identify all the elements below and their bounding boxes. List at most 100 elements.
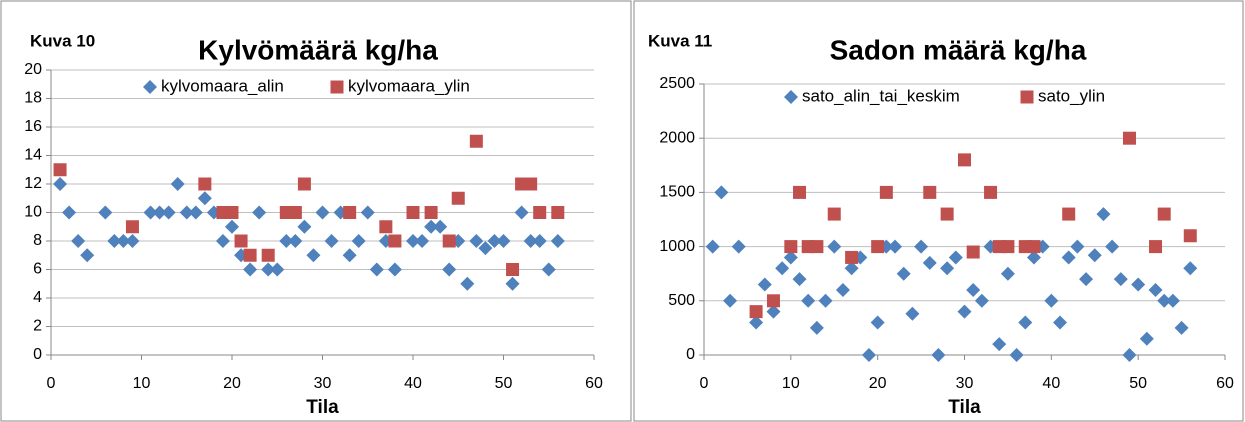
square-marker (234, 234, 248, 248)
diamond-marker (835, 282, 850, 297)
diamond-marker (53, 177, 68, 191)
square-marker (766, 294, 780, 308)
square-marker (940, 207, 954, 221)
diamond-marker (792, 272, 807, 287)
x-tick-label: 40 (1042, 375, 1060, 392)
diamond-marker (288, 234, 303, 248)
diamond-marker (966, 282, 981, 297)
square-marker (784, 240, 798, 254)
diamond-marker (424, 219, 439, 234)
diamond-marker (297, 219, 312, 234)
diamond-marker (1087, 248, 1102, 263)
x-tick-label: 50 (1129, 375, 1147, 392)
y-tick-label: 4 (33, 289, 42, 306)
diamond-marker (809, 320, 824, 335)
legend-marker (330, 80, 344, 94)
diamond-marker (541, 262, 556, 277)
diamond-marker (783, 250, 798, 265)
diamond-marker (460, 276, 475, 291)
x-tick-label: 20 (869, 375, 887, 392)
x-tick-label: 60 (585, 375, 603, 392)
diamond-marker (143, 205, 158, 220)
diamond-marker (71, 234, 86, 248)
y-tick-label: 20 (24, 61, 42, 78)
square-marker (1001, 240, 1015, 254)
diamond-marker (225, 219, 239, 234)
diamond-marker (948, 250, 963, 265)
diamond-marker (1157, 293, 1172, 308)
x-axis-title: Tila (948, 397, 981, 418)
diamond-marker (532, 234, 547, 248)
square-marker (451, 191, 465, 205)
square-marker (845, 250, 859, 264)
diamond-marker (505, 276, 520, 291)
square-marker (297, 177, 311, 191)
square-marker (506, 263, 520, 276)
diamond-marker (723, 293, 738, 308)
x-tick-label: 0 (700, 375, 709, 392)
diamond-marker (1044, 293, 1059, 308)
diamond-marker (905, 306, 920, 321)
y-tick-label: 16 (24, 118, 42, 135)
y-tick-label: 10 (24, 204, 42, 221)
x-tick-label: 30 (956, 375, 974, 392)
diamond-marker (243, 262, 258, 277)
square-marker (749, 305, 763, 319)
diamond-marker (351, 234, 366, 248)
diamond-marker (827, 239, 842, 254)
diamond-marker (1070, 239, 1085, 254)
diamond-marker (406, 234, 420, 248)
square-marker (827, 207, 841, 221)
square-marker (1122, 131, 1136, 145)
diamond-marker (861, 348, 876, 362)
diamond-marker (1131, 277, 1146, 292)
square-marker (388, 234, 402, 248)
square-marker (533, 206, 547, 219)
legend-marker (143, 80, 157, 94)
x-tick-label: 10 (133, 375, 151, 392)
diamond-marker (315, 205, 330, 220)
diamond-marker (888, 239, 903, 254)
y-tick-label: 0 (686, 346, 695, 363)
square-marker (225, 206, 239, 219)
diamond-marker (757, 277, 772, 292)
square-marker (984, 185, 998, 199)
chart-title: Sadon määrä kg/ha (830, 34, 1087, 65)
square-marker (810, 240, 824, 254)
square-marker (1027, 240, 1041, 254)
diamond-marker (974, 293, 989, 308)
diamond-marker (252, 205, 267, 220)
diamond-marker (801, 293, 816, 308)
diamond-marker (415, 234, 430, 248)
diamond-marker (992, 337, 1007, 352)
diamond-marker (369, 262, 384, 277)
diamond-marker (342, 248, 357, 263)
diamond-marker (914, 239, 929, 254)
diamond-marker (1165, 293, 1180, 308)
y-tick-label: 2000 (659, 129, 695, 146)
y-tick-label: 2500 (659, 75, 695, 92)
diamond-marker (469, 234, 484, 248)
diamond-marker (1148, 282, 1163, 297)
diamond-marker (870, 315, 885, 330)
square-marker (923, 185, 937, 199)
x-tick-label: 40 (404, 375, 422, 392)
diamond-marker (1018, 315, 1033, 330)
diamond-marker (496, 234, 511, 248)
square-marker (793, 185, 807, 199)
diamond-marker (844, 261, 859, 276)
diamond-marker (62, 205, 77, 220)
x-tick-label: 50 (495, 375, 513, 392)
legend-label: kylvomaara_ylin (348, 76, 470, 95)
diamond-marker (1000, 266, 1015, 281)
y-tick-label: 1500 (659, 184, 695, 201)
diamond-marker (324, 234, 339, 248)
square-marker (243, 248, 257, 262)
square-marker (406, 206, 420, 219)
diamond-marker (152, 205, 167, 220)
square-marker (1062, 207, 1076, 221)
diamond-marker (188, 205, 203, 220)
x-tick-label: 10 (782, 375, 800, 392)
legend-label: sato_ylin (1038, 86, 1105, 105)
diamond-marker (215, 234, 230, 248)
